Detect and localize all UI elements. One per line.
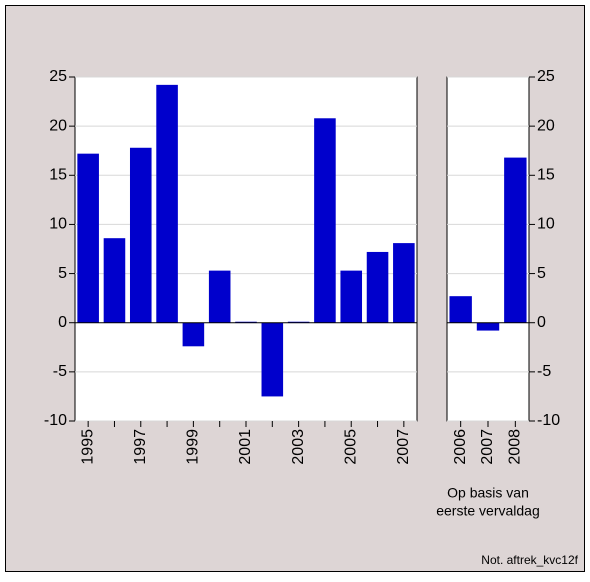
bar	[103, 238, 126, 323]
y-tick-label: -10	[537, 412, 560, 429]
y-tick-label: 20	[49, 117, 67, 134]
y-tick-label: -5	[537, 363, 551, 380]
bar	[314, 118, 336, 323]
bar	[393, 243, 415, 323]
bar	[77, 153, 99, 323]
y-tick-label: 10	[537, 216, 555, 233]
y-tick-label: 25	[537, 68, 555, 85]
x-tick-label: 2006	[452, 429, 469, 465]
y-tick-label: 5	[537, 265, 546, 282]
x-tick-label: 1997	[132, 429, 149, 465]
y-tick-label: -10	[44, 412, 67, 429]
x-tick-label: 2008	[507, 429, 524, 465]
y-tick-label: 15	[537, 167, 555, 184]
x-tick-label: 1999	[185, 429, 202, 465]
y-tick-label: 0	[537, 314, 546, 331]
x-tick-label: 2005	[342, 429, 359, 465]
y-tick-label: 20	[537, 117, 555, 134]
bar	[449, 296, 472, 323]
x-tick-label: 2003	[290, 429, 307, 465]
note: Not. aftrek_kvc12f	[481, 553, 578, 567]
bar	[129, 147, 152, 323]
y-tick-label: 0	[58, 314, 67, 331]
bar	[366, 251, 389, 323]
x-tick-label: 2007	[395, 429, 412, 465]
bar	[261, 322, 284, 397]
y-tick-label: 15	[49, 167, 67, 184]
x-axis-label: eerste vervaldag	[436, 503, 540, 519]
y-tick-label: 25	[49, 68, 67, 85]
bar	[208, 270, 231, 323]
bar	[476, 322, 500, 331]
x-tick-label: 2001	[237, 429, 254, 465]
x-tick-label: 1995	[79, 429, 96, 465]
x-tick-label: 2007	[479, 429, 496, 465]
bar	[340, 270, 363, 323]
x-axis-label: Op basis van	[447, 485, 529, 501]
bar	[182, 322, 205, 347]
bar	[156, 84, 178, 323]
plot-area	[74, 76, 418, 422]
y-tick-label: -5	[53, 363, 67, 380]
bar	[504, 157, 527, 323]
y-tick-label: 5	[58, 265, 67, 282]
y-tick-label: 10	[49, 216, 67, 233]
